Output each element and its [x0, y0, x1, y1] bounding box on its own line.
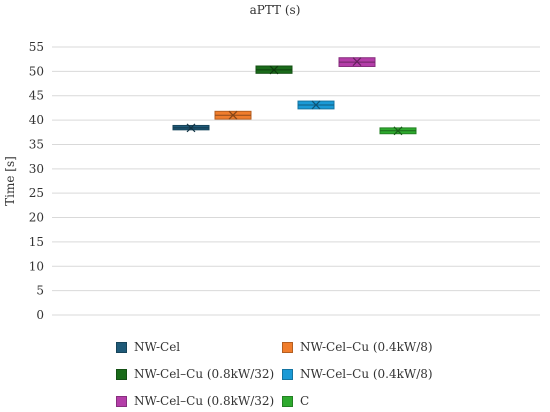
box-1	[172, 123, 210, 133]
y-tick-label: 55	[29, 40, 44, 54]
y-axis-label: Time [s]	[3, 156, 17, 206]
chart: aPTT (s) 0 5 10 15 20 25 30 35 40 45 50 55 Time [s]	[3, 3, 540, 322]
y-tick-label: 50	[29, 64, 44, 78]
y-tick-label: 15	[29, 235, 44, 249]
legend-item: NW-Cel	[116, 338, 180, 356]
y-tick-label: 35	[29, 137, 44, 151]
legend-item: C	[282, 392, 309, 410]
legend-swatch	[116, 395, 127, 407]
legend-label: NW-Cel–Cu (0.4kW/8)	[300, 340, 433, 354]
y-tick-label: 20	[29, 211, 44, 225]
mean-marker	[352, 57, 362, 67]
y-tick-label: 25	[29, 186, 44, 200]
legend-label: C	[300, 394, 310, 408]
y-axis-ticks: 0 5 10 15 20 25 30 35 40 45 50 55	[29, 40, 44, 322]
legend-item: NW-Cel–Cu (0.8kW/32)	[116, 392, 274, 410]
mean-marker	[186, 123, 196, 133]
legend-swatch	[282, 341, 293, 353]
mean-marker	[269, 65, 279, 75]
legend-label: NW-Cel–Cu (0.4kW/8)	[300, 367, 433, 381]
box-2	[214, 110, 252, 120]
legend-swatch	[282, 395, 293, 407]
box-3	[255, 65, 293, 75]
legend-label: NW-Cel–Cu (0.8kW/32)	[134, 394, 275, 408]
gridlines	[52, 46, 540, 316]
legend-item: NW-Cel–Cu (0.4kW/8)	[282, 338, 433, 356]
mean-marker	[311, 100, 321, 110]
y-tick-label: 0	[36, 308, 44, 322]
box-6	[379, 126, 417, 136]
y-tick-label: 45	[29, 89, 44, 103]
mean-marker	[228, 110, 238, 120]
y-tick-label: 5	[36, 284, 44, 298]
box-4	[297, 100, 335, 110]
y-tick-label: 10	[29, 259, 44, 273]
box-series	[172, 57, 417, 136]
y-tick-label: 40	[29, 113, 44, 127]
legend-swatch	[116, 341, 127, 353]
y-tick-label: 30	[29, 162, 44, 176]
chart-title: aPTT (s)	[250, 3, 301, 17]
legend-item: NW-Cel–Cu (0.8kW/32)	[116, 365, 274, 383]
legend-label: NW-Cel	[134, 340, 181, 354]
box-5	[338, 57, 376, 67]
legend-swatch	[116, 368, 127, 380]
legend-label: NW-Cel–Cu (0.8kW/32)	[134, 367, 275, 381]
mean-marker	[393, 126, 403, 136]
legend-swatch	[282, 368, 293, 380]
legend-item: NW-Cel–Cu (0.4kW/8)	[282, 365, 433, 383]
legend: NW-Cel NW-Cel–Cu (0.4kW/8) NW-Cel–Cu (0.8k…	[0, 338, 550, 412]
